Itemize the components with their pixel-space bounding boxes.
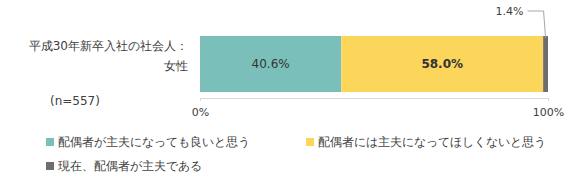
tick: 100% <box>533 98 564 119</box>
data-label: 58.0% <box>421 57 463 71</box>
tick: 0% <box>192 98 209 119</box>
legend: 配偶者が主夫になっても良いと思う 配偶者には主夫になってほしくないと思う現在、配偶… <box>46 135 546 173</box>
leader-line <box>528 11 546 38</box>
bar-segment <box>341 36 543 92</box>
legend-swatch <box>46 162 54 170</box>
data-labels: 40.6% 58.0% 1.4% <box>252 5 546 72</box>
legend-swatch <box>306 138 314 146</box>
bar-segment <box>200 36 341 92</box>
tick-label: 0% <box>192 106 209 119</box>
legend-label: 現在、配偶者が主夫である <box>58 159 202 173</box>
bar-segment <box>543 36 548 92</box>
bars <box>200 36 548 92</box>
legend-label: 配偶者には主夫になってほしくないと思う <box>318 135 546 149</box>
data-label: 1.4% <box>496 5 524 18</box>
annotation: (n=557) <box>50 94 100 108</box>
tick-label: 100% <box>533 106 564 119</box>
legend-label: 配偶者が主夫になっても良いと思う <box>58 135 250 149</box>
legend-swatch <box>46 138 54 146</box>
x-axis: 0% 100% <box>192 98 564 119</box>
category-label: 平成30年新卒入社の社会人：女性 <box>29 39 188 73</box>
axis-line <box>201 99 549 102</box>
tick-mark <box>548 98 549 101</box>
tick-mark <box>200 98 201 101</box>
data-label: 40.6% <box>252 57 290 71</box>
